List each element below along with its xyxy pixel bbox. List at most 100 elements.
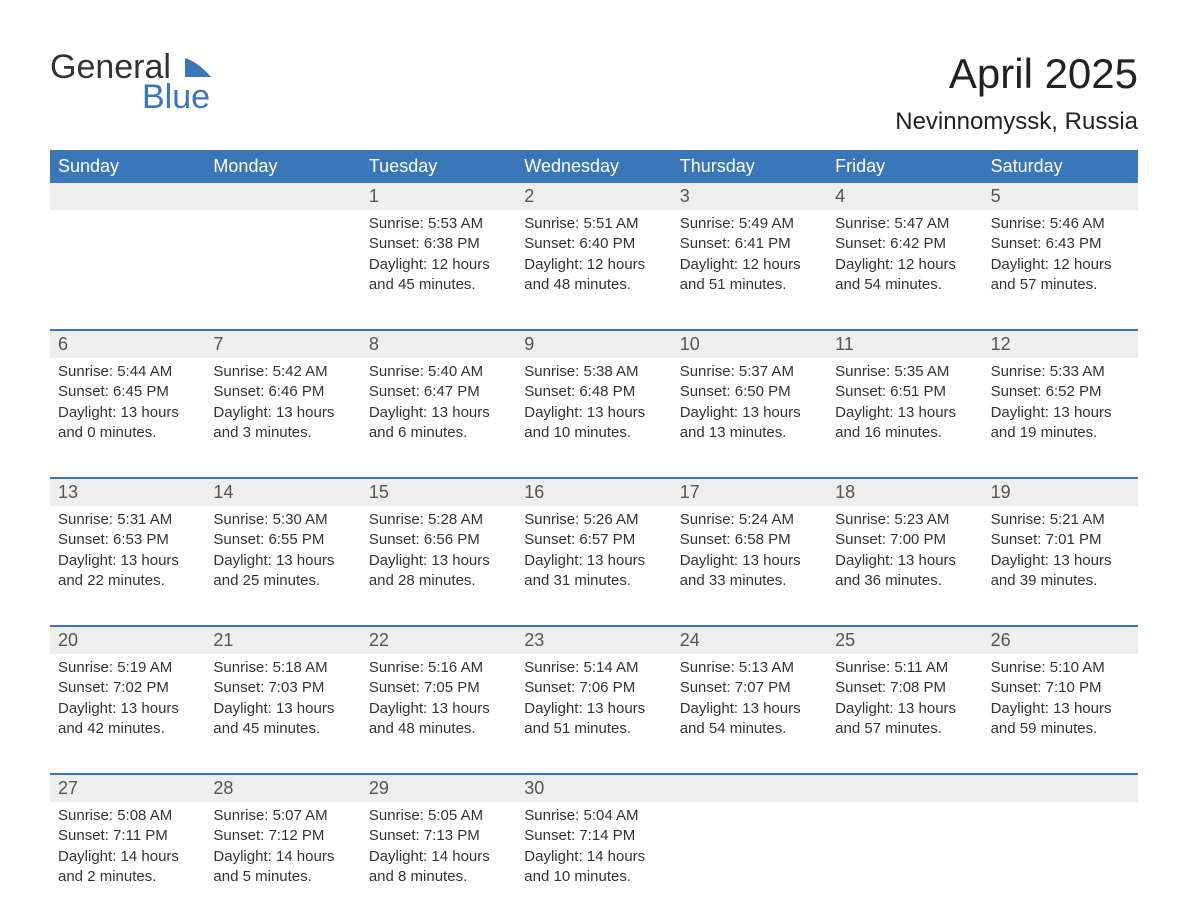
daylight-line: Daylight: 13 hours and 59 minutes. (991, 699, 1130, 740)
daynum-row: 12345 (50, 183, 1138, 210)
sunrise-line: Sunrise: 5:24 AM (680, 510, 819, 530)
daylight-label: Daylight: (58, 700, 116, 717)
daylight-label: Daylight: (369, 700, 427, 717)
sunset-label: Sunset: (835, 679, 886, 696)
sunrise-label: Sunrise: (835, 659, 890, 676)
day-number: 28 (205, 775, 360, 802)
sunset-value: 6:38 PM (420, 235, 480, 252)
sunset-value: 7:14 PM (575, 827, 635, 844)
sunrise-value: 5:37 AM (735, 363, 794, 380)
day-number: 18 (827, 479, 982, 506)
daylight-line: Daylight: 12 hours and 45 minutes. (369, 255, 508, 296)
sunset-line: Sunset: 6:51 PM (835, 382, 974, 402)
day-number: 21 (205, 627, 360, 654)
daylight-line: Daylight: 14 hours and 8 minutes. (369, 847, 508, 888)
sunset-label: Sunset: (213, 679, 264, 696)
sunset-value: 7:02 PM (109, 679, 169, 696)
sunrise-label: Sunrise: (58, 511, 113, 528)
sunrise-line: Sunrise: 5:31 AM (58, 510, 197, 530)
day-number: 25 (827, 627, 982, 654)
sunrise-line: Sunrise: 5:16 AM (369, 658, 508, 678)
sunset-label: Sunset: (991, 531, 1042, 548)
daylight-label: Daylight: (524, 552, 582, 569)
daylight-label: Daylight: (835, 552, 893, 569)
sunrise-label: Sunrise: (213, 807, 268, 824)
daylight-line: Daylight: 13 hours and 19 minutes. (991, 403, 1130, 444)
sunset-label: Sunset: (680, 383, 731, 400)
sunrise-label: Sunrise: (991, 659, 1046, 676)
sunrise-line: Sunrise: 5:37 AM (680, 362, 819, 382)
daylight-line: Daylight: 13 hours and 48 minutes. (369, 699, 508, 740)
sunset-line: Sunset: 7:07 PM (680, 678, 819, 698)
sunset-label: Sunset: (835, 235, 886, 252)
dow-friday: Friday (827, 150, 982, 183)
daynum-row: 13141516171819 (50, 479, 1138, 506)
day-number: 5 (983, 183, 1138, 210)
sunrise-label: Sunrise: (213, 363, 268, 380)
day-number: 1 (361, 183, 516, 210)
sunset-label: Sunset: (524, 235, 575, 252)
dow-wednesday: Wednesday (516, 150, 671, 183)
sunset-line: Sunset: 7:12 PM (213, 826, 352, 846)
day-number (983, 775, 1138, 802)
daylight-label: Daylight: (524, 848, 582, 865)
sunrise-line: Sunrise: 5:46 AM (991, 214, 1130, 234)
sunrise-value: 5:14 AM (579, 659, 638, 676)
day-cell: Sunrise: 5:40 AMSunset: 6:47 PMDaylight:… (361, 358, 516, 459)
sunset-line: Sunset: 6:40 PM (524, 234, 663, 254)
sunrise-value: 5:10 AM (1046, 659, 1105, 676)
daylight-line: Daylight: 13 hours and 3 minutes. (213, 403, 352, 444)
sunrise-value: 5:05 AM (424, 807, 483, 824)
sunset-line: Sunset: 6:50 PM (680, 382, 819, 402)
sunset-label: Sunset: (369, 383, 420, 400)
sunrise-line: Sunrise: 5:51 AM (524, 214, 663, 234)
sunrise-label: Sunrise: (369, 807, 424, 824)
sunset-line: Sunset: 7:06 PM (524, 678, 663, 698)
content-row: Sunrise: 5:08 AMSunset: 7:11 PMDaylight:… (50, 802, 1138, 903)
sunrise-label: Sunrise: (991, 215, 1046, 232)
day-number: 24 (672, 627, 827, 654)
sunset-label: Sunset: (369, 827, 420, 844)
sunrise-line: Sunrise: 5:18 AM (213, 658, 352, 678)
sunrise-line: Sunrise: 5:53 AM (369, 214, 508, 234)
daynum-row: 6789101112 (50, 331, 1138, 358)
dow-thursday: Thursday (672, 150, 827, 183)
sunset-value: 7:01 PM (1041, 531, 1101, 548)
sunrise-value: 5:13 AM (735, 659, 794, 676)
sunset-label: Sunset: (991, 679, 1042, 696)
day-cell (827, 802, 982, 903)
daylight-line: Daylight: 13 hours and 28 minutes. (369, 551, 508, 592)
sunset-value: 7:11 PM (109, 827, 168, 844)
day-number: 12 (983, 331, 1138, 358)
daylight-label: Daylight: (58, 552, 116, 569)
daylight-line: Daylight: 12 hours and 54 minutes. (835, 255, 974, 296)
sunset-value: 6:48 PM (575, 383, 635, 400)
sunset-value: 6:55 PM (264, 531, 324, 548)
sunset-line: Sunset: 6:48 PM (524, 382, 663, 402)
sunset-line: Sunset: 6:46 PM (213, 382, 352, 402)
daylight-label: Daylight: (835, 256, 893, 273)
sunset-line: Sunset: 6:47 PM (369, 382, 508, 402)
daylight-line: Daylight: 13 hours and 25 minutes. (213, 551, 352, 592)
sunset-label: Sunset: (680, 679, 731, 696)
sunset-value: 6:57 PM (575, 531, 635, 548)
day-cell: Sunrise: 5:53 AMSunset: 6:38 PMDaylight:… (361, 210, 516, 311)
brand-logo: General Blue (50, 50, 212, 114)
day-number: 17 (672, 479, 827, 506)
day-cell: Sunrise: 5:13 AMSunset: 7:07 PMDaylight:… (672, 654, 827, 755)
sunset-line: Sunset: 6:38 PM (369, 234, 508, 254)
day-number (50, 183, 205, 210)
day-number: 26 (983, 627, 1138, 654)
day-cell: Sunrise: 5:28 AMSunset: 6:56 PMDaylight:… (361, 506, 516, 607)
sunset-line: Sunset: 6:56 PM (369, 530, 508, 550)
daylight-label: Daylight: (369, 552, 427, 569)
sunset-label: Sunset: (213, 531, 264, 548)
sunrise-label: Sunrise: (680, 511, 735, 528)
sunrise-value: 5:42 AM (268, 363, 327, 380)
sunset-value: 6:41 PM (731, 235, 791, 252)
sunset-line: Sunset: 7:03 PM (213, 678, 352, 698)
calendar: Sunday Monday Tuesday Wednesday Thursday… (50, 150, 1138, 903)
brand-word2: Blue (142, 80, 212, 114)
sunrise-line: Sunrise: 5:04 AM (524, 806, 663, 826)
sunrise-label: Sunrise: (369, 363, 424, 380)
